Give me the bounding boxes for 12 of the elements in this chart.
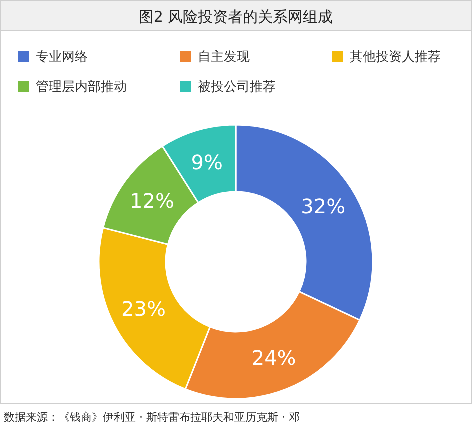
data-label: 24% xyxy=(252,346,296,370)
data-label: 12% xyxy=(130,189,174,214)
data-label: 32% xyxy=(301,194,346,219)
chart-title: 图2 风险投资者的关系网组成 xyxy=(138,8,334,26)
data-label: 9% xyxy=(191,150,223,175)
legend-label: 管理层内部推动 xyxy=(36,80,127,95)
legend-label: 其他投资人推荐 xyxy=(350,50,441,65)
legend-label: 被投公司推荐 xyxy=(198,80,276,95)
data-label: 23% xyxy=(122,296,166,321)
legend-label: 自主发现 xyxy=(198,49,250,65)
source-note: 数据来源：《钱商》伊利亚 · 斯特雷布拉耶夫和亚历克斯 · 邓 xyxy=(4,411,300,424)
legend-label: 专业网络 xyxy=(36,50,88,65)
